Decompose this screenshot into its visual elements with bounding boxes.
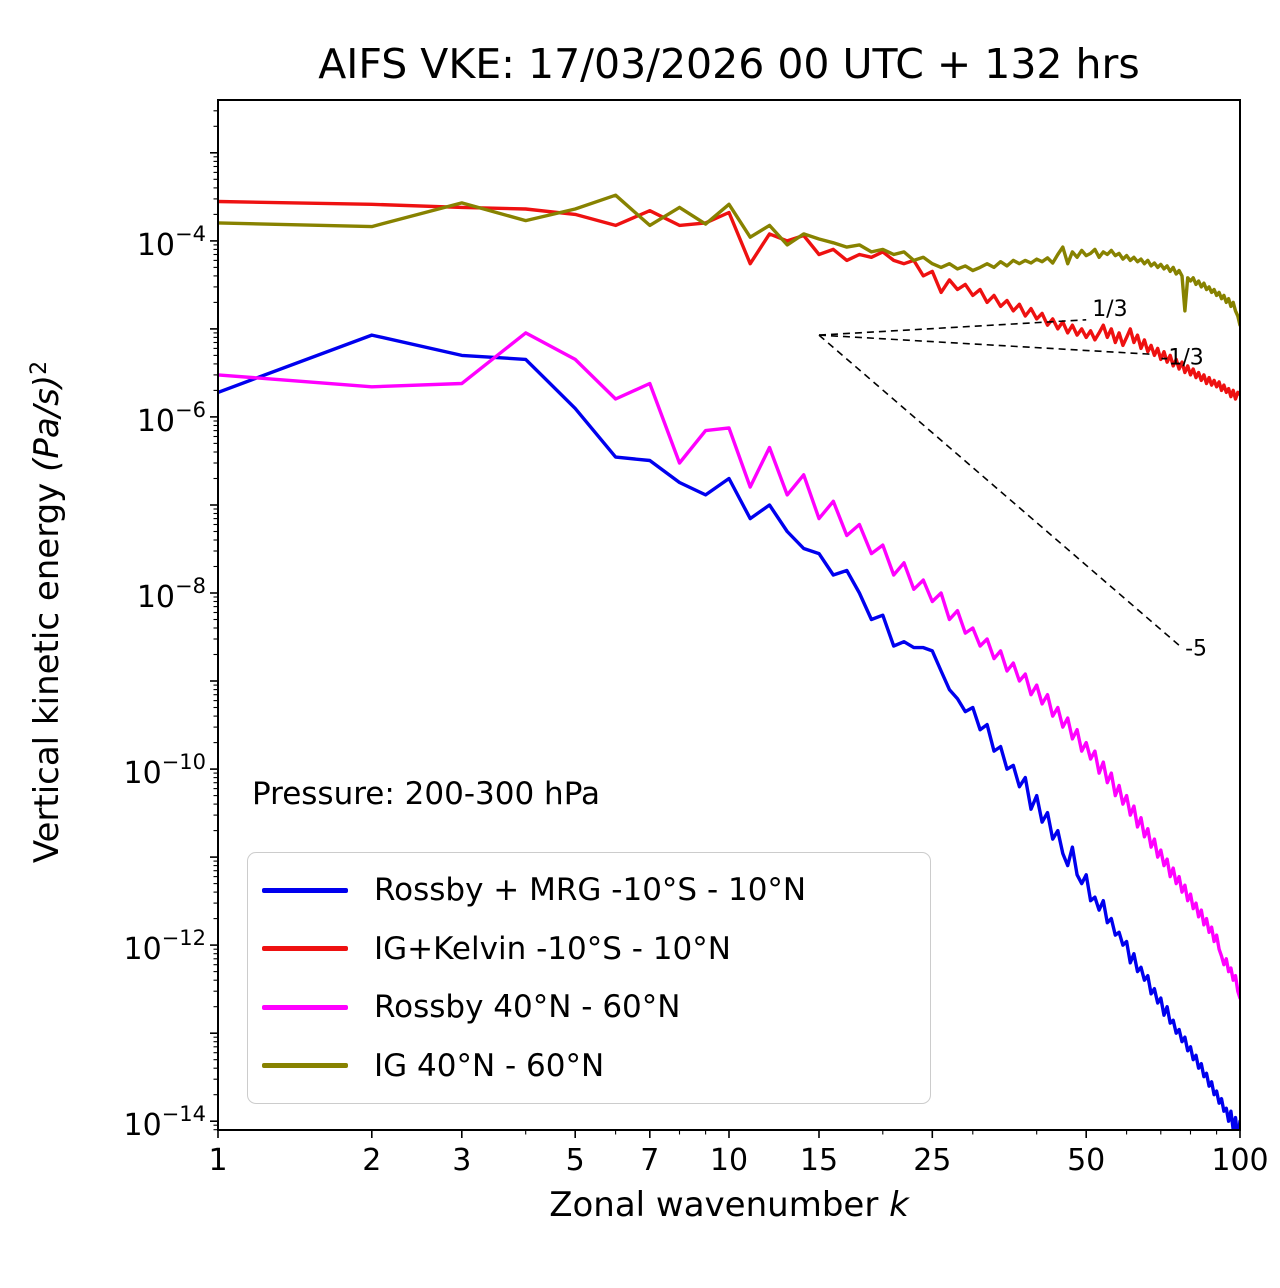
y-tick-label: 10−10 — [123, 750, 206, 791]
y-tick-label: 10−4 — [137, 222, 206, 263]
y-axis-ticks: 10−14 10−12 10−10 10−8 10−6 10−4 — [123, 152, 218, 1143]
slope-label: -1/3 — [1160, 345, 1203, 370]
legend-swatch — [262, 946, 348, 952]
y-tick-label: 10−6 — [137, 398, 206, 439]
legend-item-2: Rossby 40°N - 60°N — [262, 980, 918, 1034]
x-axis-ticks: 1 2 3 5 7 10 15 25 50 100 — [208, 1130, 1269, 1178]
series-line-0 — [218, 333, 1240, 1130]
x-axis-label-text: Zonal wavenumber — [549, 1185, 890, 1225]
series-line-3 — [218, 193, 1240, 327]
x-tick-label: 2 — [362, 1143, 381, 1178]
x-tick-label: 15 — [800, 1143, 838, 1178]
legend-swatch — [262, 1004, 348, 1010]
y-axis-units: (Pa/s) — [27, 374, 68, 472]
legend-item-3: IG 40°N - 60°N — [262, 1039, 918, 1093]
x-tick-label: 25 — [913, 1143, 951, 1178]
y-tick-label: 10−8 — [137, 574, 206, 615]
chart-title: AIFS VKE: 17/03/2026 00 UTC + 132 hrs — [318, 40, 1140, 88]
x-tick-label: 5 — [566, 1143, 585, 1178]
y-axis-units-exponent: 2 — [26, 360, 52, 375]
x-axis-label: Zonal wavenumber k — [218, 1185, 1240, 1225]
y-tick-label: 10−12 — [123, 926, 206, 967]
reference-slope-lines: 1/3 -1/3 -5 — [818, 297, 1207, 661]
legend-item-1: IG+Kelvin -10°S - 10°N — [262, 922, 918, 976]
y-axis-label-text: Vertical kinetic energy — [27, 471, 68, 864]
y-tick-label: 10−14 — [123, 1102, 206, 1143]
legend-label: Rossby 40°N - 60°N — [374, 989, 681, 1026]
pressure-annotation: Pressure: 200-300 hPa — [252, 776, 600, 812]
slope-label: -5 — [1185, 636, 1207, 661]
x-tick-label: 1 — [208, 1143, 227, 1178]
x-tick-label: 3 — [452, 1143, 471, 1178]
legend-swatch — [262, 887, 348, 893]
plot-border — [217, 99, 1241, 1131]
legend-item-0: Rossby + MRG -10°S - 10°N — [262, 863, 918, 917]
x-tick-label: 100 — [1211, 1143, 1268, 1178]
legend-label: IG+Kelvin -10°S - 10°N — [374, 930, 731, 967]
y-axis-label: Vertical kinetic energy (Pa/s)2 — [27, 361, 67, 863]
x-tick-label: 7 — [640, 1143, 659, 1178]
series-line-2 — [218, 331, 1240, 1000]
legend-label: Rossby + MRG -10°S - 10°N — [374, 872, 807, 909]
legend: Rossby + MRG -10°S - 10°N IG+Kelvin -10°S… — [247, 852, 931, 1104]
x-tick-label: 10 — [710, 1143, 748, 1178]
slope-label: 1/3 — [1092, 297, 1127, 322]
x-tick-label: 50 — [1067, 1143, 1105, 1178]
series-line-1 — [218, 199, 1240, 401]
x-axis-variable: k — [889, 1185, 909, 1225]
legend-swatch — [262, 1063, 348, 1069]
legend-label: IG 40°N - 60°N — [374, 1047, 605, 1084]
